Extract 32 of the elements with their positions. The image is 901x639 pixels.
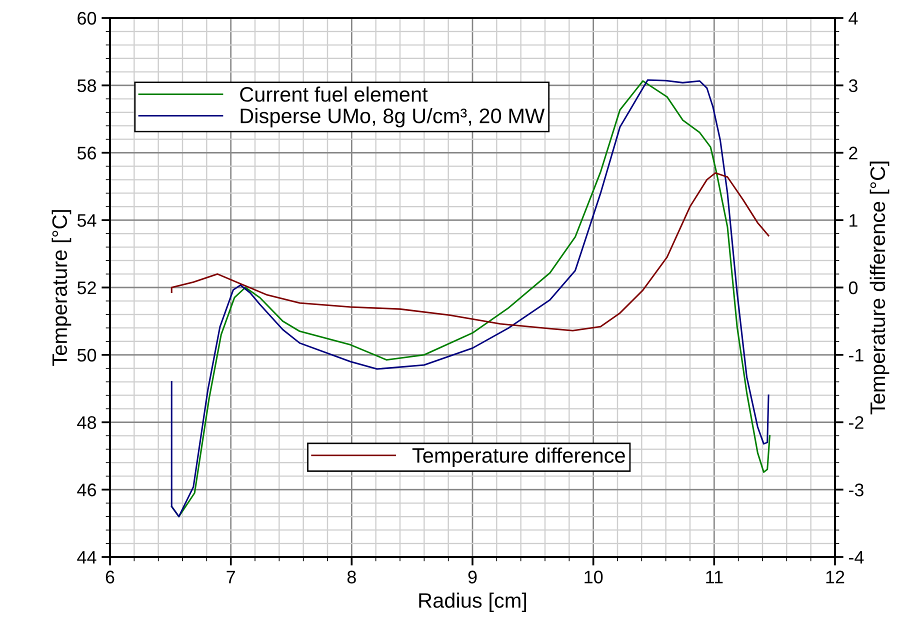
x-tick-label: 6	[106, 570, 114, 584]
y2-tick-label: -1	[848, 348, 864, 362]
y2-tick-label: -4	[848, 551, 864, 564]
y-tick-label: 58	[77, 79, 96, 92]
y-tick-label: 56	[77, 146, 96, 160]
x-tick-label: 7	[226, 570, 235, 584]
x-tick-label: 8	[347, 570, 356, 584]
y2-axis-title: Temperature difference [°C]	[870, 162, 890, 414]
x-tick-label: 11	[706, 570, 723, 584]
x-axis-title: Radius [cm]	[419, 592, 526, 612]
y2-tick-label: 3	[848, 79, 858, 92]
y-tick-label: 54	[77, 214, 96, 227]
y2-tick-label: 4	[848, 12, 858, 25]
y-tick-label: 46	[77, 484, 96, 496]
y-tick-label: 48	[77, 416, 96, 429]
line-series	[170, 172, 770, 332]
y-tick-label: 50	[77, 348, 96, 362]
legend-label: Disperse UMo, 8g U/cm³, 20 MW	[240, 108, 545, 128]
y2-tick-label: -2	[848, 416, 864, 429]
x-tick-label: 10	[584, 570, 603, 584]
y2-tick-label: 2	[849, 146, 858, 160]
y2-tick-label: 1	[850, 214, 858, 227]
x-tick-label: 12	[826, 570, 844, 584]
y-tick-label: 52	[77, 281, 96, 294]
y-tick-label: 44	[77, 551, 96, 564]
legend-label: Temperature difference	[412, 448, 625, 467]
y-axis-title: Temperature [°C]	[52, 210, 72, 366]
legend-label: Current fuel element	[240, 86, 428, 102]
y2-tick-label: -3	[848, 484, 864, 496]
y-tick-label: 60	[78, 12, 96, 25]
y2-tick-label: 0	[848, 281, 858, 294]
x-tick-label: 9	[468, 570, 477, 584]
